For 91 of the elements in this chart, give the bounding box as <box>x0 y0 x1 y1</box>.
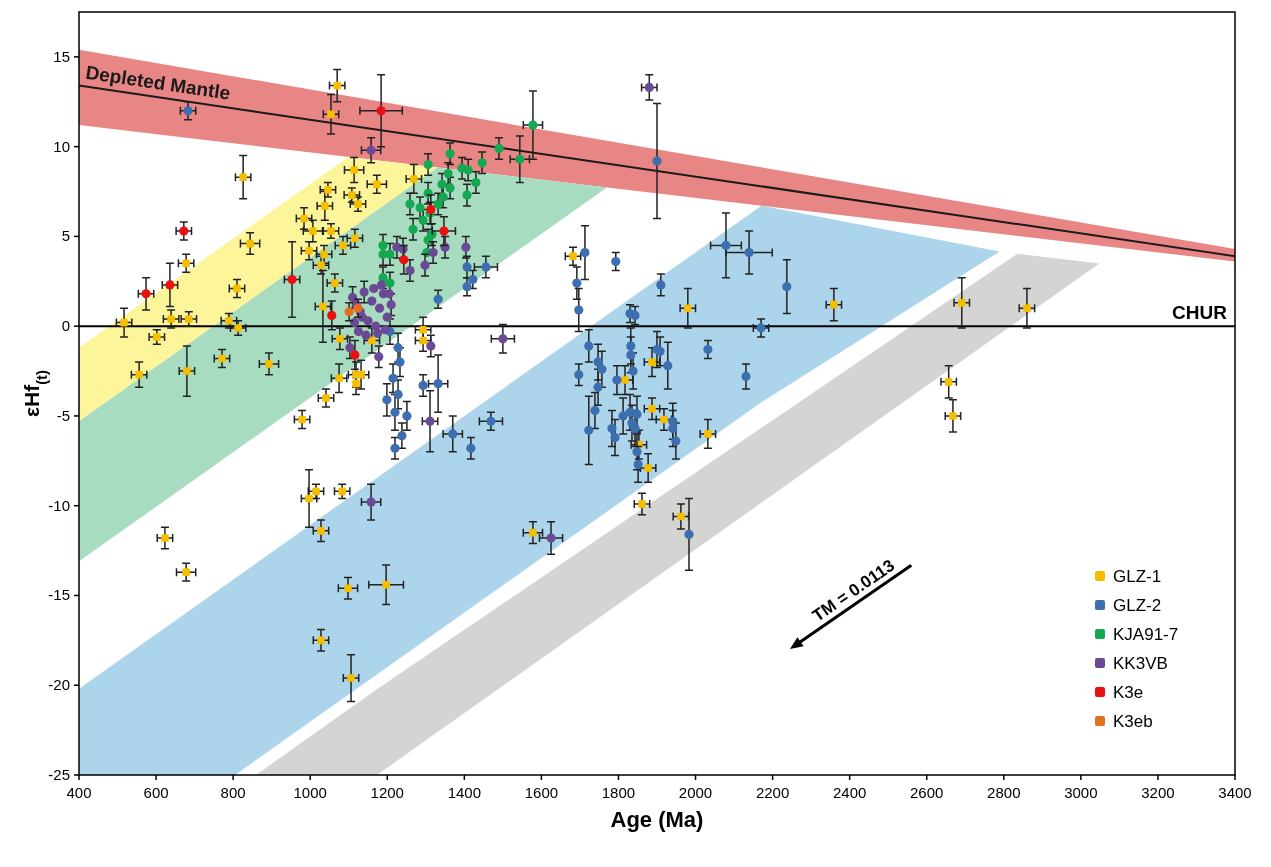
point <box>528 120 538 130</box>
point <box>386 300 396 310</box>
x-tick-label: 3400 <box>1218 784 1252 801</box>
legend-label: KK3VB <box>1113 654 1168 673</box>
point <box>426 341 436 351</box>
point <box>382 312 392 322</box>
point <box>374 352 384 362</box>
point <box>376 280 387 290</box>
point <box>399 255 409 265</box>
x-tick-label: 800 <box>220 784 246 801</box>
point <box>423 160 433 170</box>
point <box>359 287 369 297</box>
x-tick-label: 2800 <box>987 784 1021 801</box>
legend-label: GLZ-2 <box>1113 596 1162 615</box>
y-tick-label: 10 <box>53 137 70 155</box>
point <box>366 145 376 155</box>
point <box>546 533 556 543</box>
x-tick-label: 1800 <box>601 784 636 801</box>
point <box>408 224 418 234</box>
legend-label: K3eb <box>1113 712 1153 731</box>
legend-label: GLZ-1 <box>1113 567 1162 586</box>
point <box>426 204 436 215</box>
point <box>367 296 377 306</box>
x-axis-title: Age (Ma) <box>610 807 704 832</box>
x-tick-label: 600 <box>143 784 169 801</box>
point <box>420 260 430 270</box>
point <box>418 215 428 225</box>
point <box>349 317 360 328</box>
point <box>344 307 354 317</box>
point <box>415 203 425 213</box>
x-tick-label: 3200 <box>1141 784 1175 801</box>
point <box>445 149 455 159</box>
y-tick-label: -20 <box>48 676 70 694</box>
x-tick-label: 400 <box>66 784 92 801</box>
y-tick-label: 0 <box>61 317 70 335</box>
point <box>462 190 472 200</box>
y-tick-label: 5 <box>61 227 70 245</box>
point <box>287 274 297 285</box>
point <box>374 303 385 313</box>
x-tick-label: 2600 <box>910 784 944 801</box>
point <box>437 179 447 189</box>
y-tick-label: -25 <box>48 766 70 783</box>
point <box>373 328 383 338</box>
point <box>438 192 448 202</box>
point <box>179 226 189 236</box>
point <box>433 199 443 209</box>
x-tick-label: 1000 <box>293 784 327 801</box>
point <box>350 350 360 360</box>
x-tick-label: 1200 <box>370 784 404 801</box>
point <box>361 330 371 340</box>
y-tick-label: -10 <box>48 496 70 514</box>
x-tick-label: 2200 <box>755 784 790 801</box>
point <box>345 343 355 353</box>
point <box>471 177 481 188</box>
y-tick-label: -15 <box>48 586 70 604</box>
point <box>327 310 337 321</box>
point <box>405 265 415 276</box>
point <box>378 240 388 250</box>
point <box>494 143 504 154</box>
x-tick-label: 1600 <box>524 784 559 801</box>
point <box>380 325 390 335</box>
point <box>515 154 525 164</box>
point <box>463 165 473 175</box>
point <box>366 497 376 507</box>
point <box>353 326 363 337</box>
point <box>405 199 415 209</box>
point <box>378 249 388 259</box>
x-tick-label: 1400 <box>447 784 482 801</box>
legend-label: K3e <box>1113 683 1144 702</box>
x-tick-label: 2000 <box>678 784 713 801</box>
point <box>141 289 151 299</box>
legend-label: KJA91-7 <box>1113 625 1179 644</box>
point <box>445 183 455 193</box>
text: Depleted Mantle <box>84 61 232 104</box>
y-tick-label: -5 <box>56 406 70 424</box>
point <box>439 226 449 236</box>
point <box>477 158 487 168</box>
point <box>425 416 435 426</box>
x-tick-label: 2400 <box>832 784 867 801</box>
point <box>443 168 453 179</box>
point <box>165 280 175 290</box>
point <box>376 106 386 116</box>
point <box>644 82 654 92</box>
point <box>498 334 508 344</box>
point <box>461 242 471 252</box>
point <box>385 278 395 288</box>
y-tick-label: 15 <box>53 47 70 65</box>
ref-line-label: CHUR <box>1172 302 1228 324</box>
x-tick-label: 3000 <box>1064 784 1098 801</box>
point <box>369 283 379 294</box>
point <box>428 247 438 258</box>
